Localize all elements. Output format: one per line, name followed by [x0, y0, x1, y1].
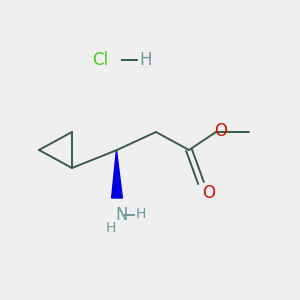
Text: O: O — [214, 122, 227, 140]
Text: H: H — [136, 208, 146, 221]
Text: H: H — [140, 51, 152, 69]
Text: Cl: Cl — [92, 51, 108, 69]
Polygon shape — [112, 150, 122, 198]
Text: N: N — [116, 206, 128, 224]
Text: H: H — [106, 221, 116, 235]
Text: O: O — [202, 184, 215, 202]
